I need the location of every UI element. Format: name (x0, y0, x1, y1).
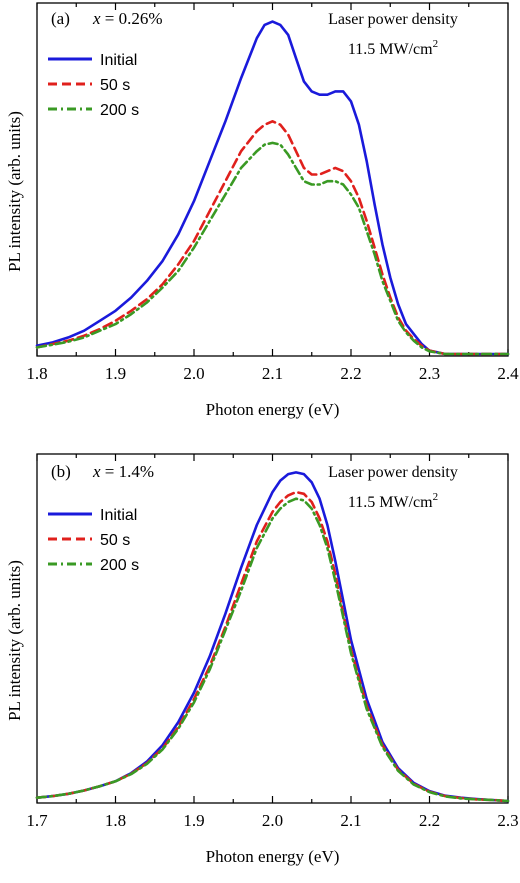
laser-power-superscript: 2 (433, 38, 439, 50)
x-tick-label: 2.1 (340, 811, 361, 830)
legend: Initial 50 s 200 s (48, 507, 139, 574)
x-tick-label: 1.8 (105, 811, 126, 830)
legend-entry: 50 s (100, 77, 130, 94)
laser-power-superscript: 2 (433, 491, 439, 503)
legend-entry: 200 s (100, 557, 139, 574)
x-axis-label: Photon energy (eV) (206, 847, 340, 866)
x-tick-label: 2.4 (497, 364, 519, 383)
legend-entry: Initial (100, 52, 137, 69)
laser-power-title: Laser power density (328, 464, 458, 481)
legend-entry: 50 s (100, 532, 130, 549)
y-axis-label: PL intensity (arb. units) (5, 111, 24, 272)
laser-power-number: 11.5 MW/cm (348, 494, 433, 511)
legend: Initial 50 s 200 s (48, 52, 139, 119)
series-line-200s (35, 497, 510, 803)
composition-var: x (92, 9, 101, 28)
panel-label: (b) (51, 462, 71, 481)
x-tick-label: 2.1 (262, 364, 283, 383)
composition-annotation: x = 1.4% (92, 462, 154, 481)
series-line-initial (35, 20, 510, 356)
composition-annotation: x = 0.26% (92, 9, 163, 28)
laser-power-value: 11.5 MW/cm2 (348, 491, 438, 511)
legend-entry: Initial (100, 507, 137, 524)
composition-value: = 0.26% (101, 9, 163, 28)
x-tick-label: 1.9 (105, 364, 126, 383)
laser-power-title: Laser power density (328, 11, 458, 28)
chart-panel-b: 1.7 1.8 1.9 2.0 2.1 2.2 2.3 Photon energy (eV) P… (5, 453, 519, 866)
panel-label: (a) (51, 9, 70, 28)
series-line-200s (35, 141, 510, 356)
laser-power-value: 11.5 MW/cm2 (348, 38, 438, 58)
series-line-50s (35, 120, 510, 356)
chart-panel-a: 1.8 1.9 2.0 2.1 2.2 2.3 2.4 Photon energy (eV) P… (5, 2, 519, 419)
x-tick-label: 2.3 (497, 811, 518, 830)
composition-value: = 1.4% (101, 462, 155, 481)
x-tick-label: 2.2 (340, 364, 361, 383)
x-tick-label: 1.7 (26, 811, 48, 830)
x-tick-label: 2.2 (419, 811, 440, 830)
x-tick-label: 2.3 (419, 364, 440, 383)
x-axis-label: Photon energy (eV) (206, 400, 340, 419)
laser-power-number: 11.5 MW/cm (348, 41, 433, 58)
y-axis-label: PL intensity (arb. units) (5, 560, 24, 721)
x-tick-label: 1.8 (26, 364, 47, 383)
x-tick-label: 1.9 (183, 811, 204, 830)
legend-entry: 200 s (100, 102, 139, 119)
x-tick-label: 2.0 (183, 364, 204, 383)
composition-var: x (92, 462, 101, 481)
x-tick-label: 2.0 (262, 811, 283, 830)
